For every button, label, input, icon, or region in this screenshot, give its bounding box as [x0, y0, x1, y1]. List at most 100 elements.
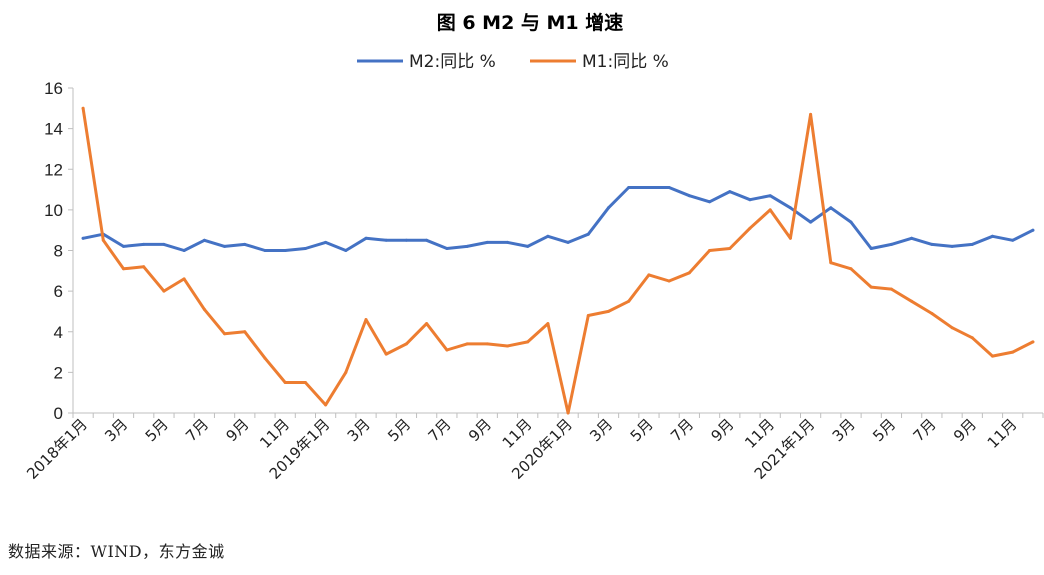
data-point-m2 [404, 238, 408, 242]
data-point-m1 [708, 249, 712, 252]
data-point-m2 [122, 244, 125, 248]
data-point-m2 [1031, 228, 1035, 232]
data-point-m2 [425, 238, 429, 242]
data-point-m2 [970, 242, 974, 246]
data-point-m1 [526, 340, 530, 344]
data-point-m1 [788, 236, 792, 240]
y-tick-label: 4 [54, 323, 63, 342]
data-point-m1 [485, 342, 489, 346]
data-point-m2 [485, 240, 489, 244]
series-lines [81, 106, 1035, 415]
data-point-m1 [506, 344, 509, 348]
data-point-m1 [324, 403, 328, 407]
data-point-m1 [728, 247, 732, 250]
x-tick-label: 11月 [741, 415, 778, 452]
y-tick-label: 6 [54, 282, 63, 301]
data-point-m1 [404, 342, 408, 346]
data-point-m1 [1031, 340, 1035, 344]
x-tick-label: 11月 [499, 415, 536, 452]
x-tick-label: 9月 [465, 415, 495, 445]
source-note: 数据来源：WIND，东方金诚 [8, 542, 225, 561]
data-point-m1 [849, 267, 853, 271]
data-point-m2 [667, 186, 671, 189]
series-line-m2 [81, 186, 1035, 252]
y-axis-labels: 0 2 4 6 8 10 12 14 16 [44, 79, 63, 423]
data-point-m2 [263, 249, 267, 252]
data-point-m2 [768, 194, 772, 198]
x-tick-label: 9月 [708, 415, 738, 445]
legend: M2:同比 % M1:同比 % [357, 52, 669, 72]
data-point-m1 [768, 208, 772, 212]
data-point-m1 [162, 289, 166, 293]
data-point-m2 [202, 238, 206, 242]
data-point-m1 [869, 285, 873, 289]
data-point-m2 [445, 247, 449, 250]
data-point-m2 [930, 242, 934, 246]
data-point-m2 [243, 242, 247, 246]
x-tick-label: 5月 [384, 415, 414, 445]
data-point-m1 [101, 238, 105, 242]
y-tick-label: 10 [44, 201, 63, 220]
data-point-m1 [445, 348, 449, 352]
legend-label-m1: M1:同比 % [582, 52, 669, 72]
data-point-m1 [950, 326, 954, 330]
legend-label-m2: M2:同比 % [409, 52, 496, 72]
data-point-m2 [586, 232, 590, 236]
data-point-m2 [728, 190, 732, 194]
data-point-m1 [586, 314, 590, 317]
data-point-m1 [263, 356, 267, 360]
data-point-m1 [991, 354, 994, 358]
data-point-m2 [182, 249, 186, 252]
data-point-m2 [364, 236, 368, 240]
data-point-m2 [142, 242, 146, 246]
data-point-m1 [647, 273, 651, 277]
data-point-m1 [910, 299, 914, 303]
data-point-m2 [910, 236, 914, 240]
x-tick-label: 2018年1月 [23, 415, 91, 483]
x-tick-label: 9月 [223, 415, 253, 445]
data-point-m2 [950, 244, 954, 248]
data-point-m1 [607, 309, 610, 313]
x-tick-label: 7月 [425, 415, 455, 445]
data-point-m2 [324, 240, 328, 244]
data-point-m2 [647, 186, 651, 189]
data-point-m1 [627, 299, 631, 303]
axes [68, 87, 1044, 418]
x-tick-label: 3月 [829, 415, 859, 445]
data-point-m2 [607, 206, 610, 210]
y-tick-label: 8 [54, 242, 63, 261]
data-point-m1 [182, 277, 186, 281]
data-point-m2 [81, 236, 85, 240]
data-point-m1 [202, 307, 206, 311]
data-point-m2 [223, 244, 227, 248]
x-tick-label: 7月 [182, 415, 212, 445]
data-point-m1 [809, 112, 813, 116]
data-point-m2 [687, 194, 691, 198]
data-point-m2 [991, 234, 994, 238]
x-tick-label: 9月 [950, 415, 980, 445]
data-point-m2 [526, 244, 530, 248]
data-point-m1 [364, 318, 368, 322]
data-point-m1 [970, 336, 974, 340]
x-tick-label: 7月 [667, 415, 697, 445]
data-point-m2 [465, 244, 469, 248]
data-point-m1 [465, 342, 469, 346]
data-point-m1 [384, 352, 388, 356]
series-line-m1 [81, 106, 1035, 415]
data-point-m1 [667, 279, 671, 283]
data-point-m1 [889, 287, 893, 291]
data-point-m1 [344, 370, 348, 374]
data-point-m2 [344, 249, 348, 252]
x-tick-label: 5月 [142, 415, 172, 445]
data-point-m2 [829, 206, 833, 210]
data-point-m2 [889, 242, 893, 246]
data-point-m1 [930, 312, 934, 315]
data-point-m2 [303, 247, 307, 250]
data-point-m1 [1011, 350, 1015, 354]
data-point-m2 [788, 206, 792, 210]
data-point-m1 [425, 322, 429, 326]
x-tick-label: 11月 [256, 415, 293, 452]
y-tick-label: 14 [44, 120, 63, 139]
data-point-m1 [283, 381, 287, 384]
